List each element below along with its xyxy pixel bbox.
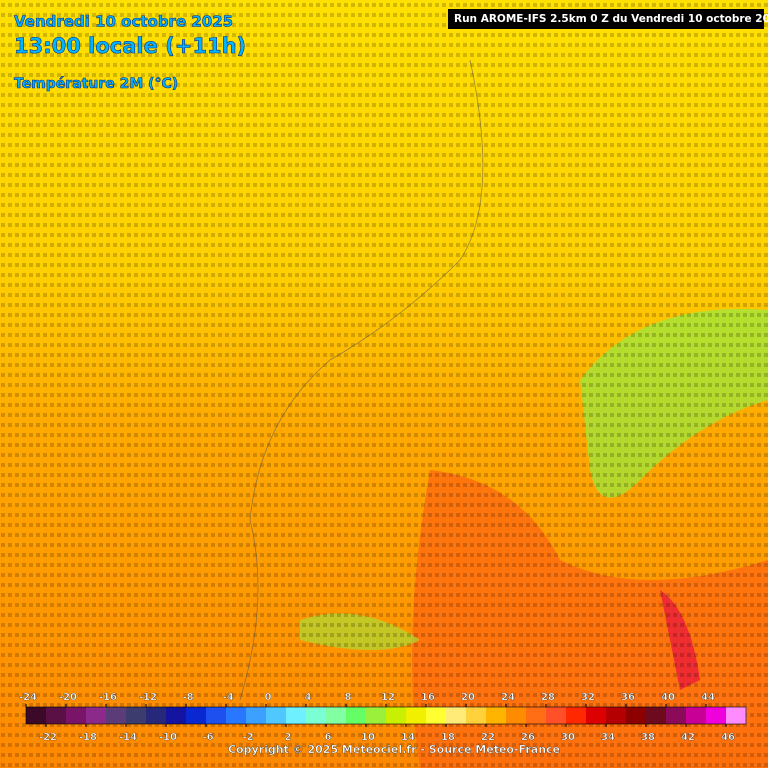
coastline: [239, 59, 484, 701]
legend-label: 18: [441, 732, 455, 743]
legend-label: 38: [641, 732, 655, 743]
legend-label: 34: [601, 732, 615, 743]
legend-label: -10: [159, 732, 177, 743]
legend-swatch: [306, 707, 327, 724]
legend-label: 16: [421, 692, 435, 703]
legend-swatch: [326, 707, 347, 724]
run-info: Run AROME-IFS 2.5km 0 Z du Vendredi 10 o…: [454, 13, 768, 25]
legend-swatch: [186, 707, 207, 724]
legend-label: 46: [721, 732, 735, 743]
legend-swatch: [26, 707, 47, 724]
legend-swatch: [206, 707, 227, 724]
legend-label: -14: [119, 732, 137, 743]
legend-swatch: [46, 707, 67, 724]
legend-label: 8: [345, 692, 352, 703]
legend: -24 -20 -16 -12 -8 -4 0 4 8 12 16 20 24 28 32 36 40 44-22…: [19, 692, 747, 743]
legend-label: 2: [285, 732, 292, 743]
legend-swatch: [166, 707, 187, 724]
legend-label: 40: [661, 692, 675, 703]
legend-label: 24: [501, 692, 515, 703]
legend-label: 36: [621, 692, 635, 703]
run-banner: [448, 9, 764, 29]
legend-label: -16: [99, 692, 117, 703]
legend-swatch: [126, 707, 147, 724]
legend-label: 4: [305, 692, 312, 703]
legend-label: 44: [701, 692, 715, 703]
legend-label: 26: [521, 732, 535, 743]
legend-swatch: [626, 707, 647, 724]
legend-swatch: [646, 707, 667, 724]
legend-swatch: [86, 707, 107, 724]
legend-label: -12: [139, 692, 157, 703]
legend-label: 0: [265, 692, 272, 703]
legend-swatch: [686, 707, 707, 724]
legend-label: -18: [79, 732, 97, 743]
legend-label: -24: [19, 692, 37, 703]
legend-swatch: [286, 707, 307, 724]
legend-label: -22: [39, 732, 57, 743]
legend-swatch: [226, 707, 247, 724]
copyright: Copyright © 2025 Meteociel.fr - Source M…: [228, 743, 560, 756]
legend-label: 22: [481, 732, 495, 743]
legend-swatch: [726, 707, 747, 724]
legend-swatch: [406, 707, 427, 724]
legend-swatch: [586, 707, 607, 724]
legend-label: 6: [325, 732, 332, 743]
legend-swatch: [346, 707, 367, 724]
legend-swatch: [146, 707, 167, 724]
legend-label: 30: [561, 732, 575, 743]
legend-label: -20: [59, 692, 77, 703]
legend-label: -4: [222, 692, 233, 703]
legend-label: 28: [541, 692, 555, 703]
legend-swatch: [266, 707, 287, 724]
legend-swatch: [506, 707, 527, 724]
legend-swatch: [466, 707, 487, 724]
legend-swatch: [446, 707, 467, 724]
legend-swatch: [66, 707, 87, 724]
variable-name: Température 2M (°C): [14, 76, 178, 92]
legend-swatch: [106, 707, 127, 724]
legend-swatch: [486, 707, 507, 724]
forecast-date: Vendredi 10 octobre 2025: [14, 13, 233, 31]
legend-swatch: [246, 707, 267, 724]
legend-swatch: [546, 707, 567, 724]
legend-label: 10: [361, 732, 375, 743]
legend-label: 14: [401, 732, 415, 743]
forecast-time: 13:00 locale (+11h): [14, 34, 246, 58]
legend-swatch: [606, 707, 627, 724]
legend-swatch: [666, 707, 687, 724]
legend-swatch: [566, 707, 587, 724]
legend-label: 20: [461, 692, 475, 703]
legend-swatch: [706, 707, 727, 724]
legend-label: -6: [202, 732, 213, 743]
legend-swatch: [526, 707, 547, 724]
legend-swatch: [386, 707, 407, 724]
legend-label: 12: [381, 692, 395, 703]
legend-label: -8: [182, 692, 193, 703]
legend-label: 42: [681, 732, 695, 743]
legend-label: -2: [242, 732, 253, 743]
legend-swatch: [426, 707, 447, 724]
legend-swatch: [366, 707, 387, 724]
legend-label: 32: [581, 692, 595, 703]
